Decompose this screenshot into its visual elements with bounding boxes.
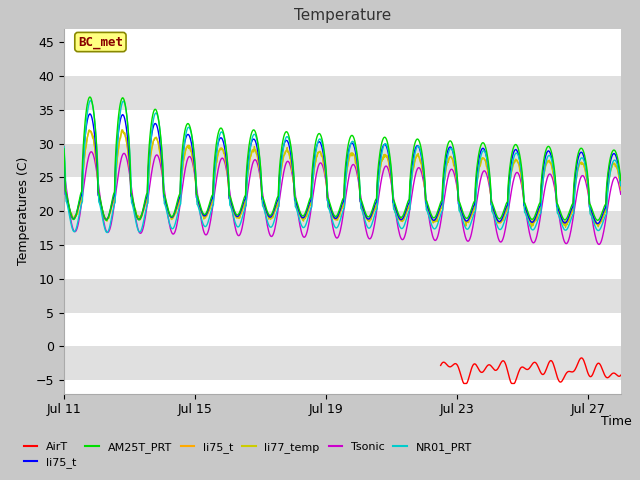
Legend: AirT, li75_t, AM25T_PRT, li75_t, li77_temp, Tsonic, NR01_PRT: AirT, li75_t, AM25T_PRT, li75_t, li77_te…	[19, 437, 476, 473]
Y-axis label: Temperatures (C): Temperatures (C)	[17, 157, 30, 265]
Bar	[64, 76, 621, 110]
Title: Temperature: Temperature	[294, 9, 391, 24]
Bar	[64, 279, 621, 312]
X-axis label: Time: Time	[601, 416, 632, 429]
Text: BC_met: BC_met	[78, 36, 123, 48]
Bar	[64, 346, 621, 380]
Bar	[64, 211, 621, 245]
Bar	[64, 144, 621, 178]
